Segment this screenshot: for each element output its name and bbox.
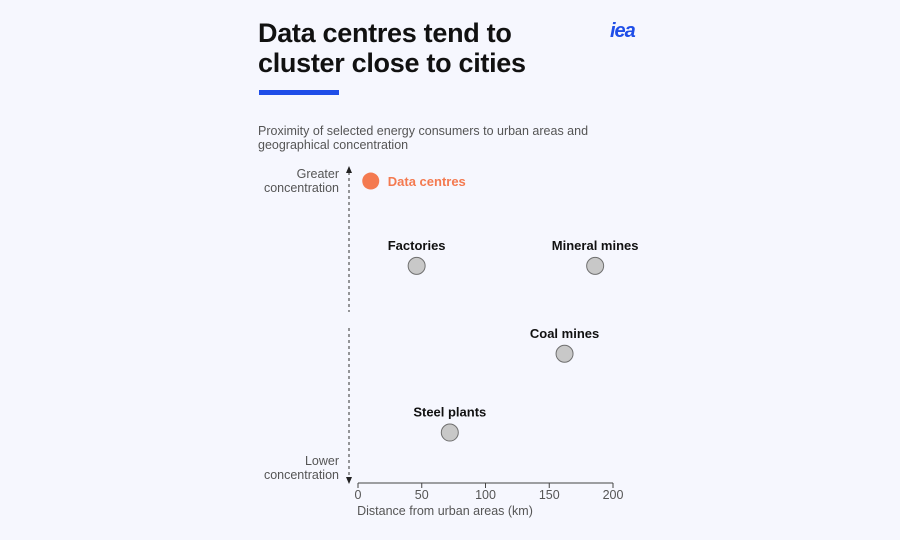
title-accent-bar xyxy=(259,90,339,95)
chart-axes: 0 50 100 150 200 xyxy=(346,166,623,502)
chart-title: Data centres tend to cluster close to ci… xyxy=(258,18,526,78)
iea-logo: iea xyxy=(610,20,636,42)
data-point xyxy=(586,256,605,275)
data-point-label: Data centres xyxy=(388,174,466,189)
data-point-label: Mineral mines xyxy=(552,238,639,253)
data-point xyxy=(555,344,574,363)
x-tick-label: 50 xyxy=(415,488,429,502)
data-point-label: Steel plants xyxy=(413,405,486,420)
y-axis-arrow-up xyxy=(346,166,352,173)
data-point-label: Factories xyxy=(388,238,446,253)
x-tick-label: 200 xyxy=(603,488,624,502)
data-point-label: Coal mines xyxy=(530,326,599,341)
x-tick-label: 0 xyxy=(355,488,362,502)
chart-subtitle: Proximity of selected energy consumers t… xyxy=(258,124,589,152)
x-tick-label: 100 xyxy=(475,488,496,502)
x-axis-label: Distance from urban areas (km) xyxy=(357,504,533,518)
chart-points: Data centres Factories Mineral mines Coal m… xyxy=(362,172,639,442)
y-axis-label-bottom: Lower concentration xyxy=(263,454,339,482)
data-point xyxy=(407,256,426,275)
x-tick-label: 150 xyxy=(539,488,560,502)
y-axis-label-top: Greater concentration xyxy=(263,167,339,195)
data-point-highlight xyxy=(362,172,380,190)
data-point xyxy=(440,423,459,442)
y-axis-arrow-down xyxy=(346,477,352,484)
